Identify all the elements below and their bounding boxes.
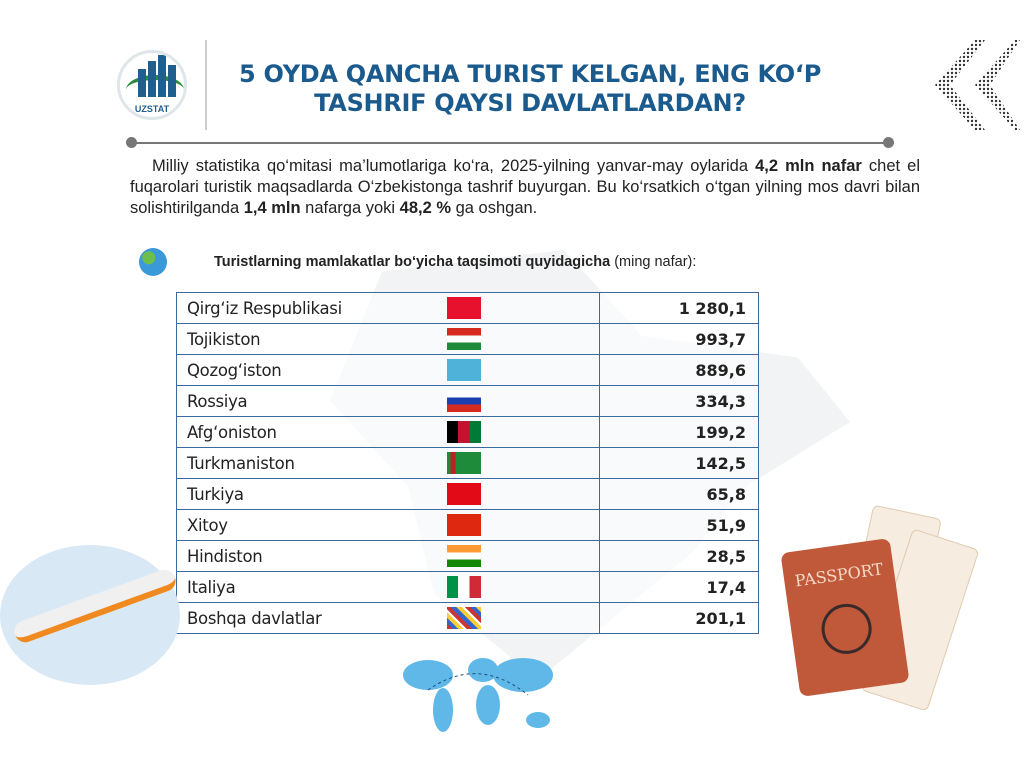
tourist-count: 51,9 xyxy=(599,509,759,541)
divider xyxy=(205,40,207,130)
table-row: Italiya 17,4 xyxy=(176,571,759,603)
tajikistan-flag-icon xyxy=(446,328,481,350)
country-name: Rossiya xyxy=(176,385,437,417)
separator-line xyxy=(130,142,888,144)
country-name: Hindiston xyxy=(176,540,437,572)
flag-cell xyxy=(436,416,600,448)
country-name: Boshqa davlatlar xyxy=(176,602,437,634)
india-flag-icon xyxy=(446,545,481,567)
kyrgyzstan-flag-icon xyxy=(446,297,481,319)
table-row: Boshqa davlatlar 201,1 xyxy=(176,602,759,634)
mixed-flags-flag-icon xyxy=(446,607,481,629)
tourist-count: 889,6 xyxy=(599,354,759,386)
tourist-count: 334,3 xyxy=(599,385,759,417)
table-row: Turkmaniston 142,5 xyxy=(176,447,759,479)
table-row: Xitoy 51,9 xyxy=(176,509,759,541)
passport-illustration: PASSPORT xyxy=(780,538,910,697)
table-row: Turkiya 65,8 xyxy=(176,478,759,510)
china-flag-icon xyxy=(446,514,481,536)
tourist-count: 199,2 xyxy=(599,416,759,448)
tourist-count: 1 280,1 xyxy=(599,292,759,324)
flag-cell xyxy=(436,540,600,572)
tourist-count: 993,7 xyxy=(599,323,759,355)
page-title: 5 OYDA QANCHA TURIST KELGAN, ENG KO‘P TAS… xyxy=(239,60,821,117)
intro-paragraph: Milliy statistika qo‘mitasi ma’lumotlari… xyxy=(130,157,921,217)
country-name: Turkiya xyxy=(176,478,437,510)
table-caption: Turistlarning mamlakatlar bo‘yicha taqsi… xyxy=(214,254,697,270)
globe-icon xyxy=(139,248,167,276)
flag-cell xyxy=(436,354,600,386)
kazakhstan-flag-icon xyxy=(446,359,481,381)
flag-cell xyxy=(436,323,600,355)
table-row: Rossiya 334,3 xyxy=(176,385,759,417)
table-row: Qozog‘iston 889,6 xyxy=(176,354,759,386)
tourist-count: 201,1 xyxy=(599,602,759,634)
turkey-flag-icon xyxy=(446,483,481,505)
country-name: Italiya xyxy=(176,571,437,603)
table-row: Tojikiston 993,7 xyxy=(176,323,759,355)
tourist-count: 142,5 xyxy=(599,447,759,479)
table-row: Afg‘oniston 199,2 xyxy=(176,416,759,448)
chevron-decoration-icon xyxy=(935,40,1020,130)
flag-cell xyxy=(436,571,600,603)
italy-flag-icon xyxy=(446,576,481,598)
flag-cell xyxy=(436,292,600,324)
country-name: Turkmaniston xyxy=(176,447,437,479)
flag-cell xyxy=(436,385,600,417)
tourists-table: Qirg‘iz Respublikasi 1 280,1 Tojikiston 9… xyxy=(176,292,759,634)
flag-cell xyxy=(436,478,600,510)
country-name: Xitoy xyxy=(176,509,437,541)
flag-cell xyxy=(436,602,600,634)
country-name: Tojikiston xyxy=(176,323,437,355)
country-name: Qirg‘iz Respublikasi xyxy=(176,292,437,324)
flag-cell xyxy=(436,447,600,479)
table-row: Qirg‘iz Respublikasi 1 280,1 xyxy=(176,292,759,324)
separator-dot xyxy=(883,137,894,148)
tourist-count: 17,4 xyxy=(599,571,759,603)
turkmenistan-flag-icon xyxy=(446,452,481,474)
tourist-count: 65,8 xyxy=(599,478,759,510)
world-map-icon xyxy=(403,658,553,732)
uzstat-logo: UZSTAT xyxy=(117,50,187,120)
flag-cell xyxy=(436,509,600,541)
afghanistan-flag-icon xyxy=(446,421,481,443)
table-row: Hindiston 28,5 xyxy=(176,540,759,572)
russia-flag-icon xyxy=(446,390,481,412)
separator-dot xyxy=(126,137,137,148)
tourist-count: 28,5 xyxy=(599,540,759,572)
country-name: Qozog‘iston xyxy=(176,354,437,386)
country-name: Afg‘oniston xyxy=(176,416,437,448)
